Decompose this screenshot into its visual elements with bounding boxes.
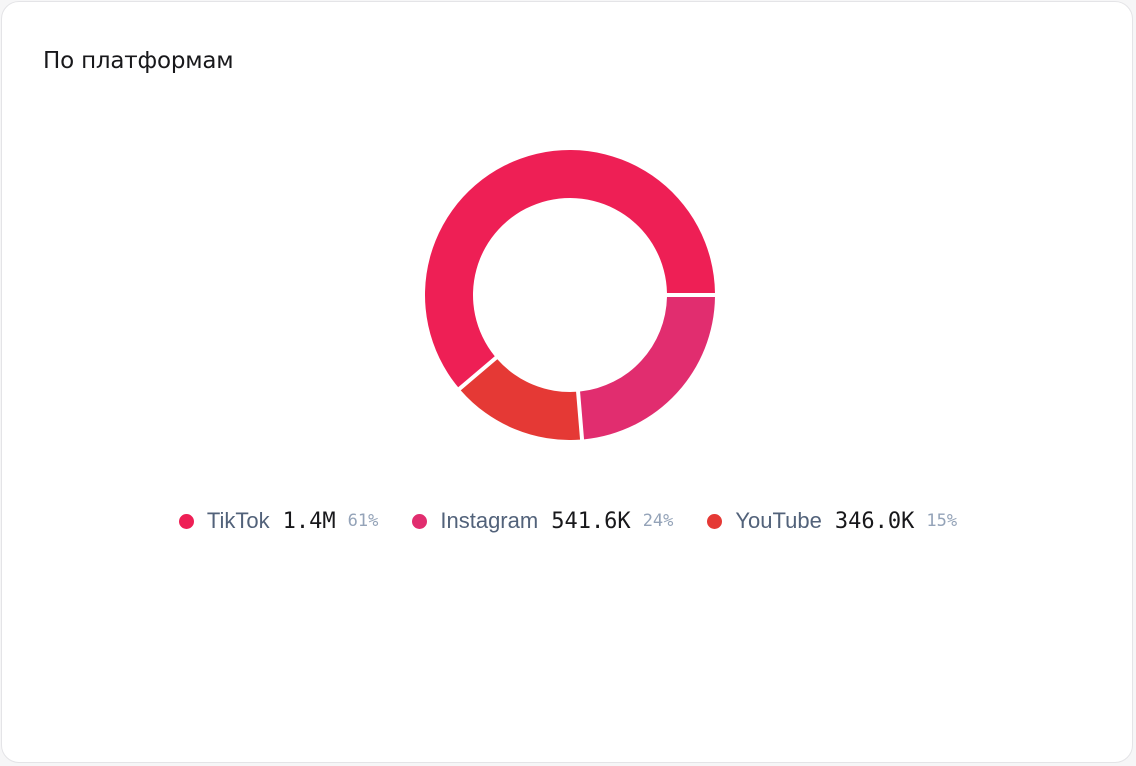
card-title: По платформам bbox=[43, 48, 234, 74]
donut-slice-youtube[interactable] bbox=[460, 359, 581, 440]
legend-value: 1.4M bbox=[282, 508, 336, 534]
legend-item-youtube[interactable]: YouTube 346.0K 15% bbox=[707, 508, 957, 534]
legend-name: Instagram bbox=[440, 508, 539, 533]
legend-percent: 24% bbox=[642, 511, 674, 531]
legend-value: 541.6K bbox=[551, 508, 631, 534]
legend-dot bbox=[178, 513, 194, 529]
legend-dot bbox=[412, 513, 428, 529]
legend-name: TikTok bbox=[206, 508, 270, 533]
legend-item-tiktok[interactable]: TikTok 1.4M 61% bbox=[178, 508, 379, 534]
legend-name: YouTube bbox=[735, 508, 822, 533]
legend-dot bbox=[707, 513, 723, 529]
legend-value: 346.0K bbox=[834, 508, 915, 534]
donut-slice-instagram[interactable] bbox=[580, 296, 715, 440]
legend-percent: 61% bbox=[347, 511, 379, 531]
donut-chart bbox=[425, 150, 715, 440]
legend-percent: 15% bbox=[926, 511, 958, 531]
legend-item-instagram[interactable]: Instagram 541.6K 24% bbox=[412, 508, 673, 534]
chart-legend: TikTok 1.4M 61% Instagram 541.6K 24% You… bbox=[2, 508, 1134, 534]
donut-slice-tiktok[interactable] bbox=[425, 150, 715, 388]
